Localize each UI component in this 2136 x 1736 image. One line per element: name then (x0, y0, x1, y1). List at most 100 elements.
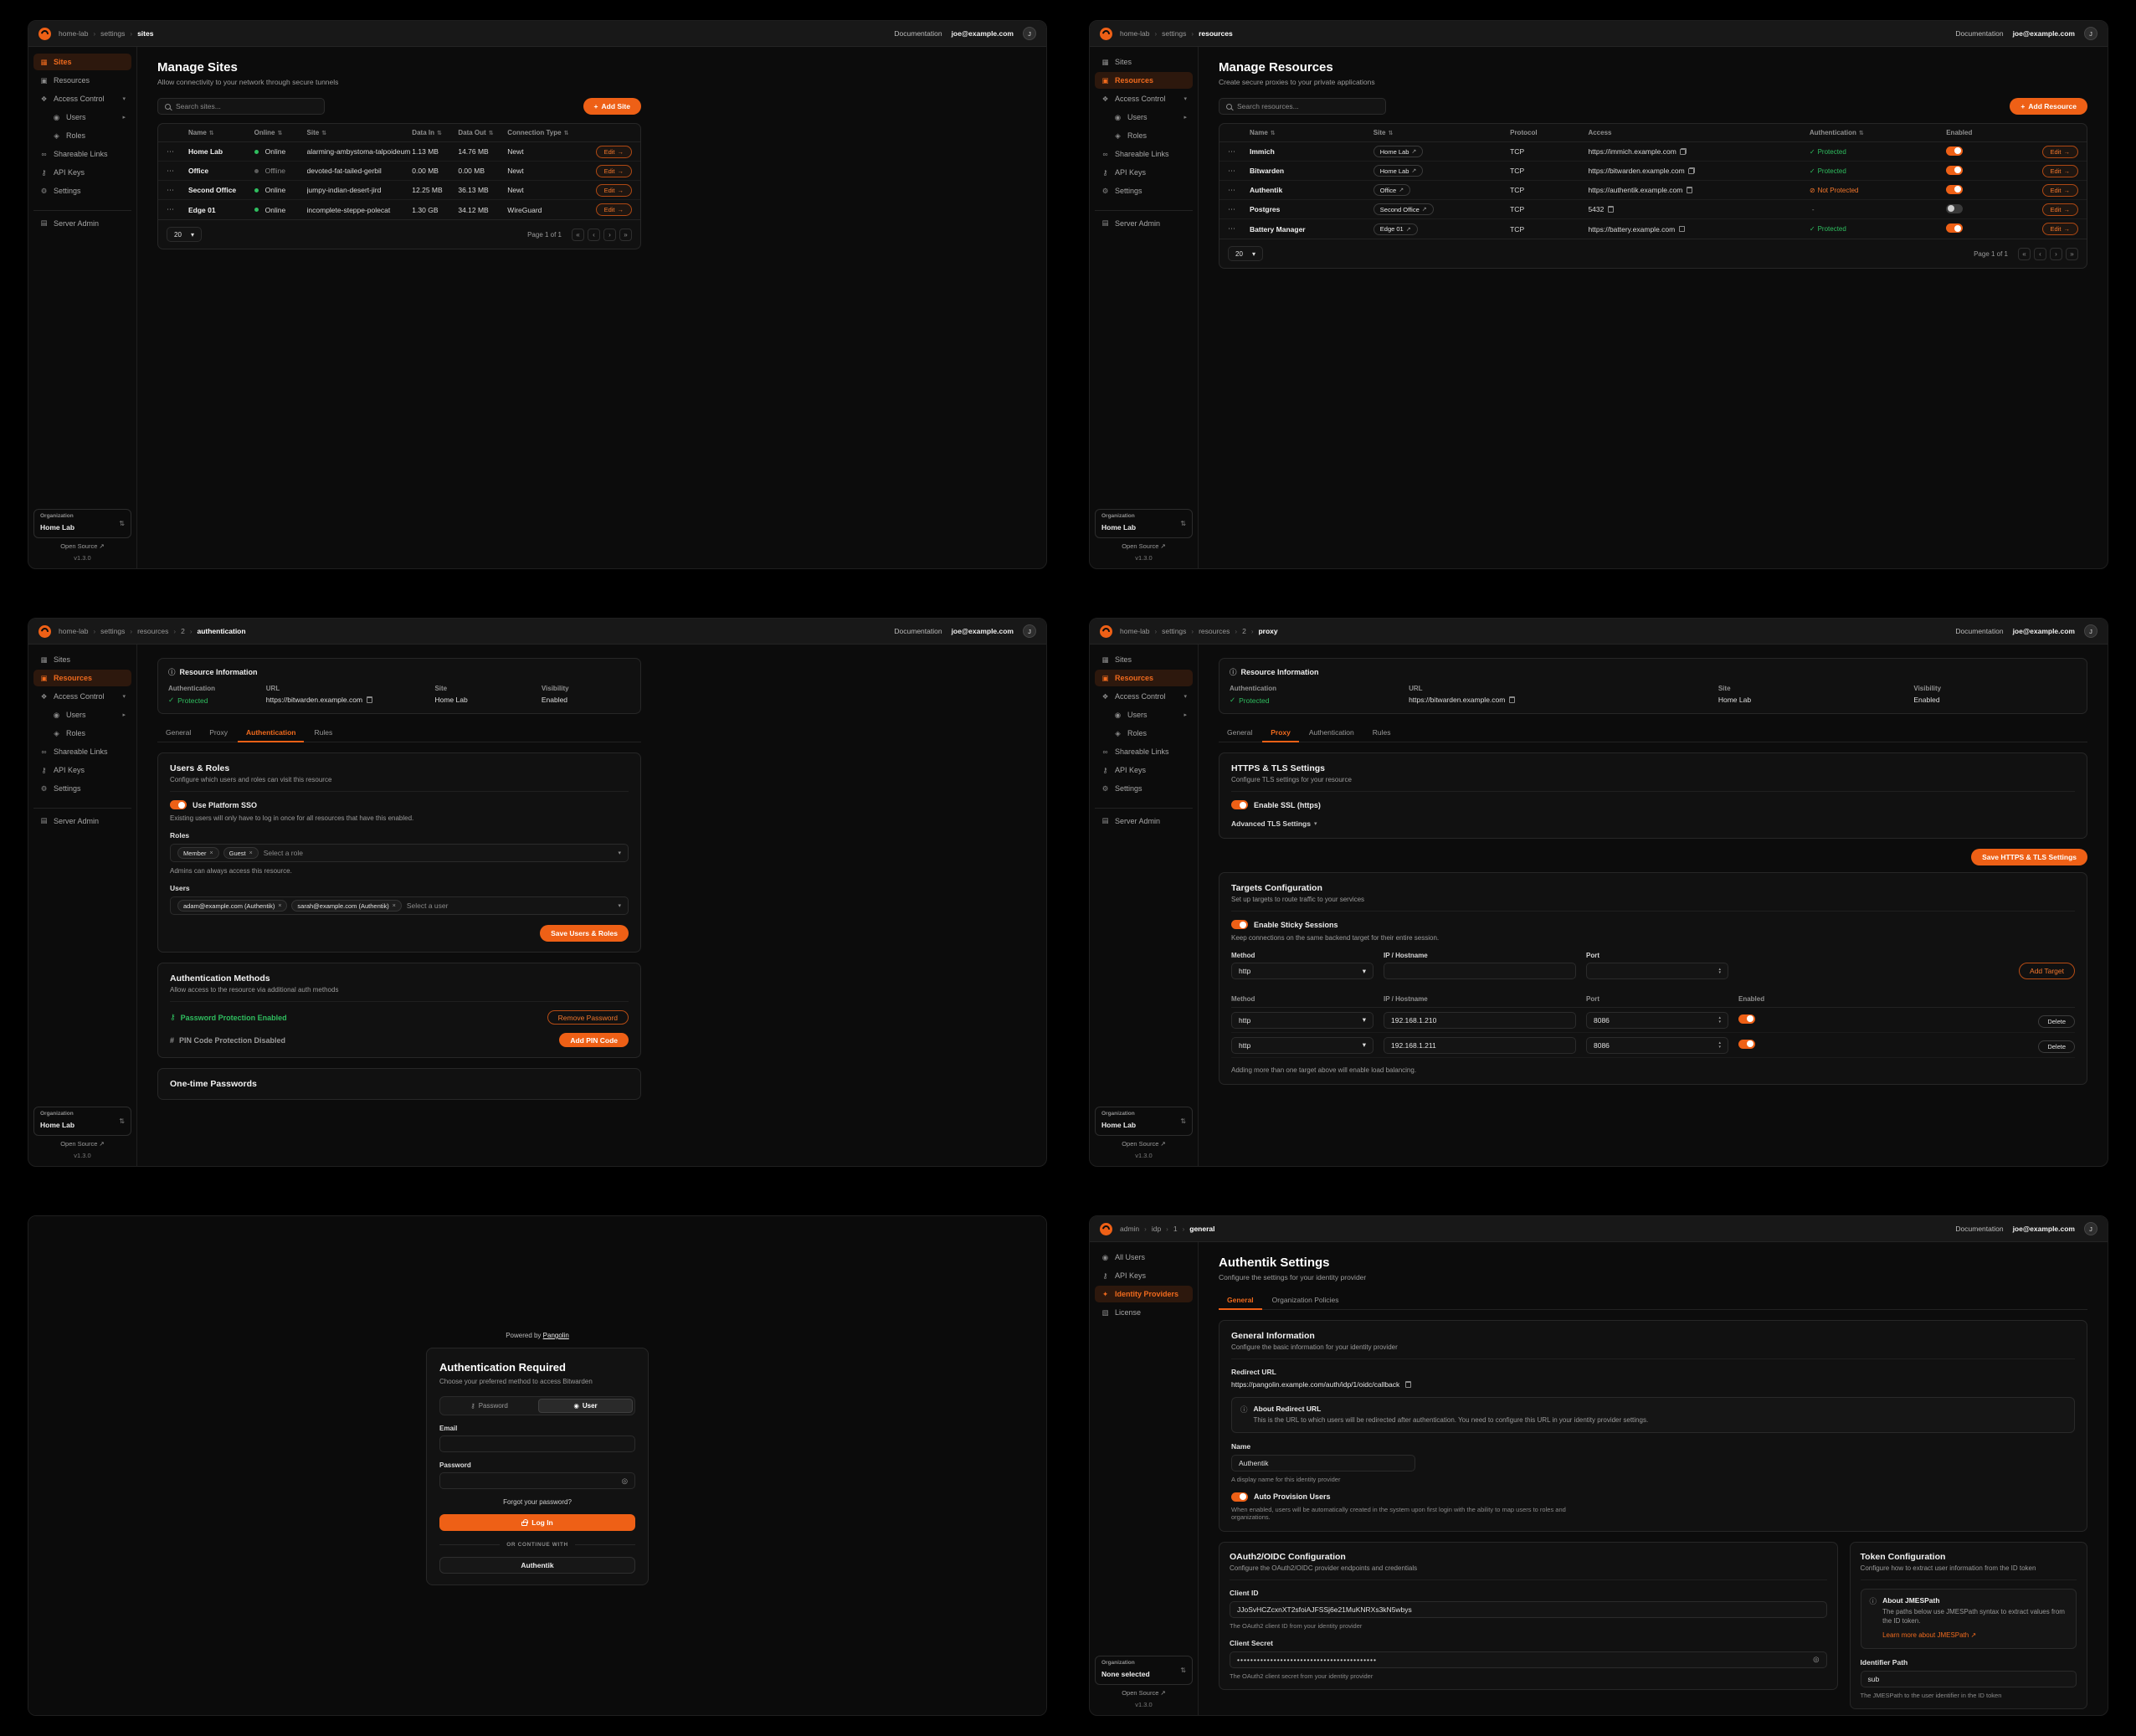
breadcrumb-item[interactable]: sites (137, 29, 154, 38)
sidebar-item[interactable]: Access Control ▾ (1095, 90, 1193, 107)
client-secret-input[interactable]: ••••••••••••••••••••••••••••••••••••••••… (1230, 1651, 1827, 1668)
breadcrumb-item[interactable]: admin (1120, 1225, 1140, 1233)
table-row[interactable]: ⋯ Battery Manager Edge 01 ↗ TCP https://b… (1219, 219, 2087, 239)
breadcrumb-item[interactable]: home-lab (1120, 627, 1150, 635)
column-header[interactable]: Online ⇅ (254, 129, 283, 136)
edit-button[interactable]: Edit → (2041, 203, 2078, 216)
open-source-link[interactable]: Open Source ↗ (60, 1140, 105, 1148)
sidebar-item[interactable]: Sites (33, 651, 131, 668)
sidebar-item[interactable]: API Keys (1095, 1267, 1193, 1284)
sidebar-item[interactable]: Settings (1095, 182, 1193, 199)
documentation-link[interactable]: Documentation (894, 29, 942, 38)
platform-sso-toggle[interactable] (170, 800, 187, 809)
enable-ssl-toggle[interactable] (1231, 800, 1248, 809)
row-menu-button[interactable]: ⋯ (1228, 224, 1235, 233)
open-source-link[interactable]: Open Source ↗ (60, 542, 105, 550)
breadcrumb-item[interactable]: general (1189, 1225, 1215, 1233)
search-input[interactable]: Search resources... (1219, 98, 1386, 115)
table-row[interactable]: ⋯ Authentik Office ↗ TCP https://authenti… (1219, 181, 2087, 200)
documentation-link[interactable]: Documentation (894, 627, 942, 635)
enabled-toggle[interactable] (1946, 184, 1964, 194)
add-site-button[interactable]: + Add Site (583, 98, 641, 115)
port-input[interactable]: ▴ ▾ (1586, 963, 1728, 979)
sidebar-item[interactable]: Shareable Links (33, 146, 131, 162)
sidebar-item[interactable]: Settings (1095, 780, 1193, 797)
edit-button[interactable]: Edit → (2041, 164, 2078, 177)
copy-icon[interactable] (366, 696, 373, 703)
sidebar-item[interactable]: Resources (33, 72, 131, 89)
enabled-toggle[interactable] (1946, 223, 1964, 233)
org-switcher[interactable]: Organization None selected ⇅ (1095, 1656, 1193, 1685)
column-header[interactable]: Access (1588, 129, 1612, 136)
column-header[interactable]: Site ⇅ (1373, 129, 1394, 136)
column-header[interactable]: Name ⇅ (188, 129, 214, 136)
breadcrumb-item[interactable]: idp (1151, 1225, 1162, 1233)
breadcrumb-item[interactable]: resources (1199, 627, 1230, 635)
row-menu-button[interactable]: ⋯ (1228, 204, 1235, 213)
breadcrumb-item[interactable]: 2 (181, 627, 185, 635)
pangolin-logo-icon[interactable] (1100, 27, 1112, 40)
roles-select[interactable]: Member × Guest × Select a role ▾ (170, 844, 629, 862)
edit-button[interactable]: Edit → (2041, 223, 2078, 235)
prev-page-button[interactable]: ‹ (2034, 247, 2046, 260)
eye-icon[interactable]: ◎ (1813, 1655, 1820, 1664)
edit-button[interactable]: Edit → (595, 164, 632, 177)
save-tls-button[interactable]: Save HTTPS & TLS Settings (1971, 849, 2087, 865)
sidebar-item[interactable]: Roles (1107, 725, 1193, 742)
tab[interactable]: Organization Policies (1271, 1296, 1339, 1304)
add-target-button[interactable]: Add Target (2019, 963, 2075, 979)
row-menu-button[interactable]: ⋯ (167, 166, 174, 175)
copy-icon[interactable] (1508, 696, 1516, 703)
jmespath-link[interactable]: Learn more about JMESPath ↗ (1882, 1631, 1977, 1639)
table-row[interactable]: ⋯ Postgres Second Office ↗ TCP 5432 - Edi… (1219, 200, 2087, 219)
user-chip[interactable]: sarah@example.com (Authentik) × (291, 900, 402, 912)
pangolin-link[interactable]: Pangolin (542, 1332, 569, 1339)
tab[interactable]: Authentication (237, 724, 305, 742)
sidebar-item[interactable]: API Keys (1095, 762, 1193, 778)
sidebar-item[interactable]: License (1095, 1304, 1193, 1321)
last-page-button[interactable]: » (2066, 247, 2078, 260)
pangolin-logo-icon[interactable] (39, 624, 51, 638)
sidebar-item[interactable]: Server Admin (1095, 808, 1193, 829)
breadcrumb-item[interactable]: settings (100, 627, 126, 635)
target-enabled-toggle[interactable] (1738, 1014, 1755, 1024)
user-avatar[interactable]: J (1023, 624, 1036, 638)
user-email[interactable]: joe@example.com (2012, 627, 2075, 635)
authentik-login-button[interactable]: Authentik (439, 1557, 635, 1574)
page-size-select[interactable]: 20 ▾ (167, 227, 202, 242)
enabled-toggle[interactable] (1946, 203, 1964, 213)
site-badge[interactable]: Home Lab ↗ (1373, 146, 1424, 157)
sidebar-item[interactable]: Roles (46, 725, 131, 742)
tab[interactable]: Proxy (1262, 724, 1299, 742)
client-id-input[interactable]: JJoSvHCZcxnXT2sfoiAJFSSj6e21MuKNRXs3kN5w… (1230, 1600, 1827, 1618)
sidebar-item[interactable]: Settings (33, 780, 131, 797)
breadcrumb-item[interactable]: resources (1199, 29, 1233, 38)
auto-provision-toggle[interactable] (1231, 1492, 1248, 1502)
org-switcher[interactable]: Organization Home Lab ⇅ (33, 1107, 131, 1136)
page-size-select[interactable]: 20 ▾ (1228, 246, 1263, 261)
documentation-link[interactable]: Documentation (1955, 29, 2004, 38)
sidebar-item[interactable]: Access Control ▾ (1095, 688, 1193, 705)
add-resource-button[interactable]: + Add Resource (2010, 98, 2087, 115)
column-header[interactable]: Enabled (1946, 129, 1973, 136)
breadcrumb-item[interactable]: settings (1162, 29, 1187, 38)
method-select[interactable]: http ▾ (1231, 963, 1374, 979)
sidebar-item[interactable]: Sites (1095, 54, 1193, 70)
user-email[interactable]: joe@example.com (2012, 1225, 2075, 1233)
save-users-roles-button[interactable]: Save Users & Roles (540, 925, 629, 942)
edit-button[interactable]: Edit → (595, 145, 632, 158)
next-page-button[interactable]: › (603, 228, 616, 241)
tab[interactable]: General (1227, 728, 1253, 737)
sidebar-item[interactable]: Server Admin (33, 808, 131, 829)
row-menu-button[interactable]: ⋯ (167, 146, 174, 156)
table-row[interactable]: ⋯ Home Lab Online alarming-ambystoma-tal… (158, 142, 640, 162)
edit-button[interactable]: Edit → (595, 203, 632, 216)
table-row[interactable]: ⋯ Immich Home Lab ↗ TCP https://immich.ex… (1219, 142, 2087, 162)
stepper-icons[interactable]: ▴ ▾ (1718, 1040, 1721, 1050)
pangolin-logo-icon[interactable] (39, 27, 51, 40)
port-input[interactable]: 8086 ▴ ▾ (1586, 1011, 1728, 1029)
site-badge[interactable]: Office ↗ (1373, 184, 1411, 196)
ip-hostname-input[interactable]: 192.168.1.211 (1384, 1036, 1576, 1054)
open-source-link[interactable]: Open Source ↗ (1122, 1140, 1166, 1148)
sidebar-item[interactable]: Roles (46, 127, 131, 144)
